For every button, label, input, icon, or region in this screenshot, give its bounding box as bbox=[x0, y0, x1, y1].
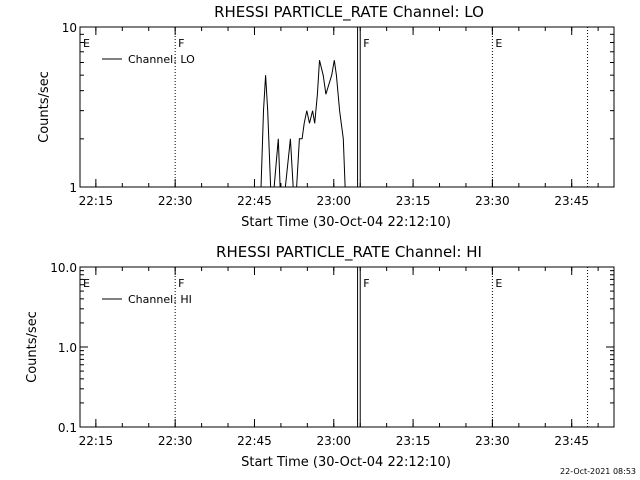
flag-label: E bbox=[495, 37, 502, 50]
series-lines bbox=[260, 60, 346, 187]
x-tick-label: 23:30 bbox=[475, 194, 510, 208]
legend: Channel: HI bbox=[102, 293, 192, 306]
chart-title: RHESSI PARTICLE_RATE Channel: LO bbox=[214, 3, 484, 22]
chart-panel-hi: RHESSI PARTICLE_RATE Channel: HI Counts/… bbox=[25, 243, 615, 470]
legend-entry: Channel: LO bbox=[128, 53, 195, 66]
plot-border bbox=[79, 26, 615, 188]
y-tick-label: 1 bbox=[69, 181, 77, 195]
chart-panel-lo: RHESSI PARTICLE_RATE Channel: LO Counts/… bbox=[37, 3, 615, 230]
x-tick-label: 22:30 bbox=[158, 434, 193, 448]
x-tick-label: 22:45 bbox=[237, 194, 272, 208]
flag-label: E bbox=[83, 277, 90, 290]
flag-label: F bbox=[363, 277, 369, 290]
y-tick-label: 0.1 bbox=[58, 421, 77, 435]
x-tick-label: 22:15 bbox=[79, 194, 114, 208]
timestamp: 22-Oct-2021 08:53 bbox=[560, 467, 636, 476]
legend: Channel: LO bbox=[102, 53, 195, 66]
flag-label: F bbox=[178, 277, 184, 290]
x-tick-label: 23:45 bbox=[554, 194, 589, 208]
axis-ticks: 22:15 22:30 22:45 23:00 23:15 23:30 23:45 1 10 bbox=[62, 21, 614, 208]
flag-label: E bbox=[495, 277, 502, 290]
chart-title: RHESSI PARTICLE_RATE Channel: HI bbox=[216, 243, 482, 262]
legend-entry: Channel: HI bbox=[128, 293, 192, 306]
x-tick-label: 23:30 bbox=[475, 434, 510, 448]
x-tick-label: 22:45 bbox=[237, 434, 272, 448]
y-tick-label: 10 bbox=[62, 21, 77, 35]
series-line bbox=[260, 60, 346, 187]
y-axis-label: Counts/sec bbox=[25, 311, 40, 383]
x-axis-label: Start Time (30-Oct-04 22:12:10) bbox=[241, 215, 451, 230]
axis-ticks: 22:15 22:30 22:45 23:00 23:15 23:30 23:45 0.1 1.… bbox=[50, 261, 614, 448]
x-tick-label: 23:00 bbox=[316, 434, 351, 448]
y-tick-label: 10.0 bbox=[50, 261, 77, 275]
plot-frame bbox=[79, 26, 615, 188]
x-axis-label: Start Time (30-Oct-04 22:12:10) bbox=[241, 455, 451, 470]
x-tick-label: 23:45 bbox=[554, 434, 589, 448]
x-tick-label: 22:15 bbox=[79, 434, 114, 448]
y-tick-label: 1.0 bbox=[58, 341, 77, 355]
x-tick-label: 23:15 bbox=[396, 434, 431, 448]
x-tick-label: 23:00 bbox=[316, 194, 351, 208]
flag-label: E bbox=[83, 37, 90, 50]
x-tick-label: 22:30 bbox=[158, 194, 193, 208]
flag-label: F bbox=[363, 37, 369, 50]
flag-label: F bbox=[178, 37, 184, 50]
y-axis-label: Counts/sec bbox=[37, 71, 52, 143]
x-tick-label: 23:15 bbox=[396, 194, 431, 208]
